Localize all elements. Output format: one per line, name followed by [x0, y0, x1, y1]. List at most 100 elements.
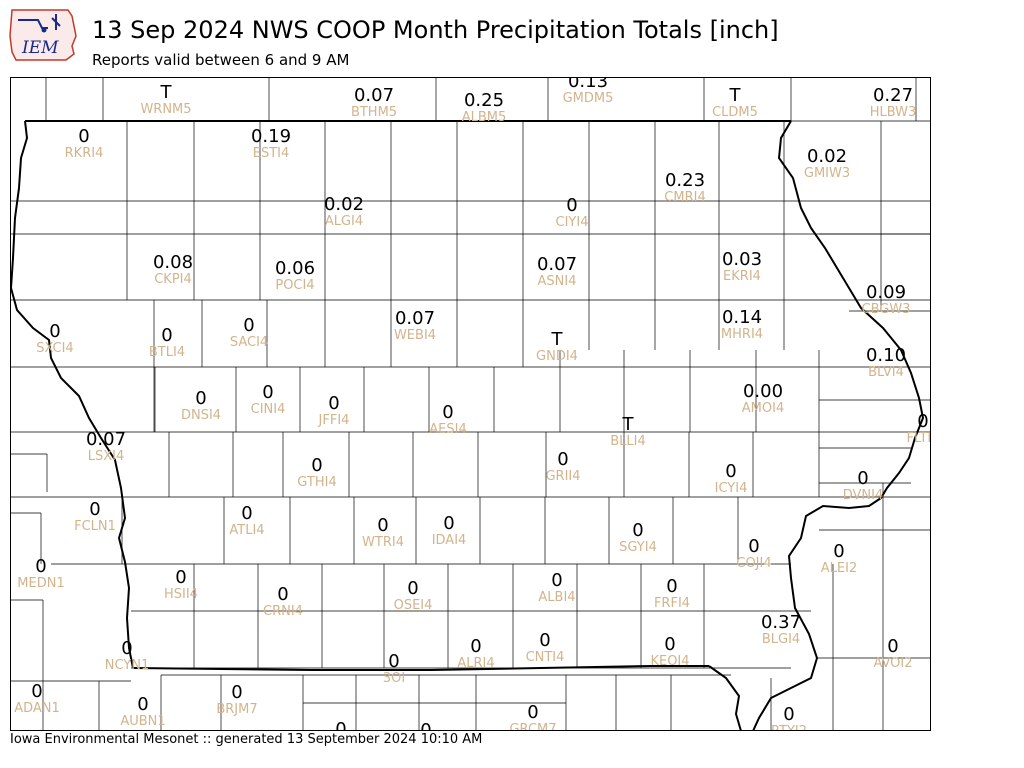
precip-value: T: [160, 82, 173, 103]
station-id: ALRI4: [457, 656, 494, 671]
precip-value: 0.07: [537, 254, 577, 275]
precip-value: 0: [551, 570, 562, 591]
station-id: SXCI4: [36, 341, 73, 356]
station-marker: 0: [420, 720, 431, 730]
state-border-line: [708, 665, 742, 730]
precip-value: 0: [887, 636, 898, 657]
station-marker: 0: [335, 719, 346, 730]
footer-credit: Iowa Environmental Mesonet :: generated …: [10, 732, 483, 747]
station-id: BLGI4: [762, 632, 800, 647]
precip-value: 0: [566, 195, 577, 216]
precip-value: 0: [377, 515, 388, 536]
station-id: COJI4: [736, 556, 771, 571]
iem-logo: IEM: [8, 6, 80, 62]
precip-value: 0: [243, 315, 254, 336]
station-id: HLBW3: [870, 105, 917, 120]
station-id: CKPI4: [154, 272, 192, 287]
precip-value: 0: [31, 681, 42, 702]
precip-value: 0: [89, 499, 100, 520]
station-id: OSEI4: [394, 598, 433, 613]
precip-value: 0: [388, 651, 399, 672]
precip-value: 0.07: [86, 429, 126, 450]
station-id: GRII4: [545, 469, 580, 484]
precip-value: T: [622, 414, 635, 435]
station-id: GMIW3: [804, 166, 850, 181]
station-id: ADAN1: [14, 701, 60, 716]
precip-value: 0.07: [395, 308, 435, 329]
precip-value: 0.14: [722, 307, 762, 328]
station-id: EKRI4: [723, 269, 761, 284]
county-lines: [11, 78, 930, 730]
station-id: FRFI4: [654, 596, 690, 611]
station-id: AESI4: [429, 422, 466, 437]
precip-value: 0.37: [761, 612, 801, 633]
precip-value: 0: [442, 402, 453, 423]
station-id: GTHI4: [297, 475, 336, 490]
station-id: HSII4: [164, 587, 198, 602]
precip-value: 0: [121, 638, 132, 659]
station-id: GNDI4: [536, 349, 578, 364]
station-id: 3OI: [383, 671, 405, 686]
station-id: BRJM7: [216, 702, 257, 717]
precip-value: 0: [407, 578, 418, 599]
state-borders: [11, 120, 925, 730]
precip-value: 0.02: [807, 146, 847, 167]
station-id: RTYI2: [771, 724, 807, 731]
precip-value: T: [729, 85, 742, 106]
precip-map: T WRNM5 0.07 BTHM5 0.25 ALBM5 0.13 GMDM5 T CLDM5 0…: [10, 77, 931, 731]
precip-value: 0: [137, 694, 148, 715]
station-id: AUBN1: [120, 714, 165, 729]
map-title: 13 Sep 2024 NWS COOP Month Precipitation…: [92, 16, 779, 44]
precip-value: 0: [195, 388, 206, 409]
precip-value: 0: [833, 541, 844, 562]
precip-value: 0: [725, 461, 736, 482]
precip-value: 0.08: [153, 252, 193, 273]
precip-value: 0.07: [354, 85, 394, 106]
station-id: ESTI4: [253, 146, 290, 161]
precip-value: 0: [917, 411, 928, 432]
precip-value: T: [551, 329, 564, 350]
header: IEM 13 Sep 2024 NWS COOP Month Precipita…: [0, 0, 1024, 76]
precip-value: 0.03: [722, 249, 762, 270]
station-id: LSXI4: [88, 449, 125, 464]
precip-value: 0: [666, 576, 677, 597]
station-id: SGYI4: [619, 540, 657, 555]
station-id: MHRI4: [721, 327, 763, 342]
precip-value: 0: [857, 468, 868, 489]
precip-value: 0: [231, 682, 242, 703]
precip-value: 0.19: [251, 126, 291, 147]
precip-value: 0: [241, 503, 252, 524]
